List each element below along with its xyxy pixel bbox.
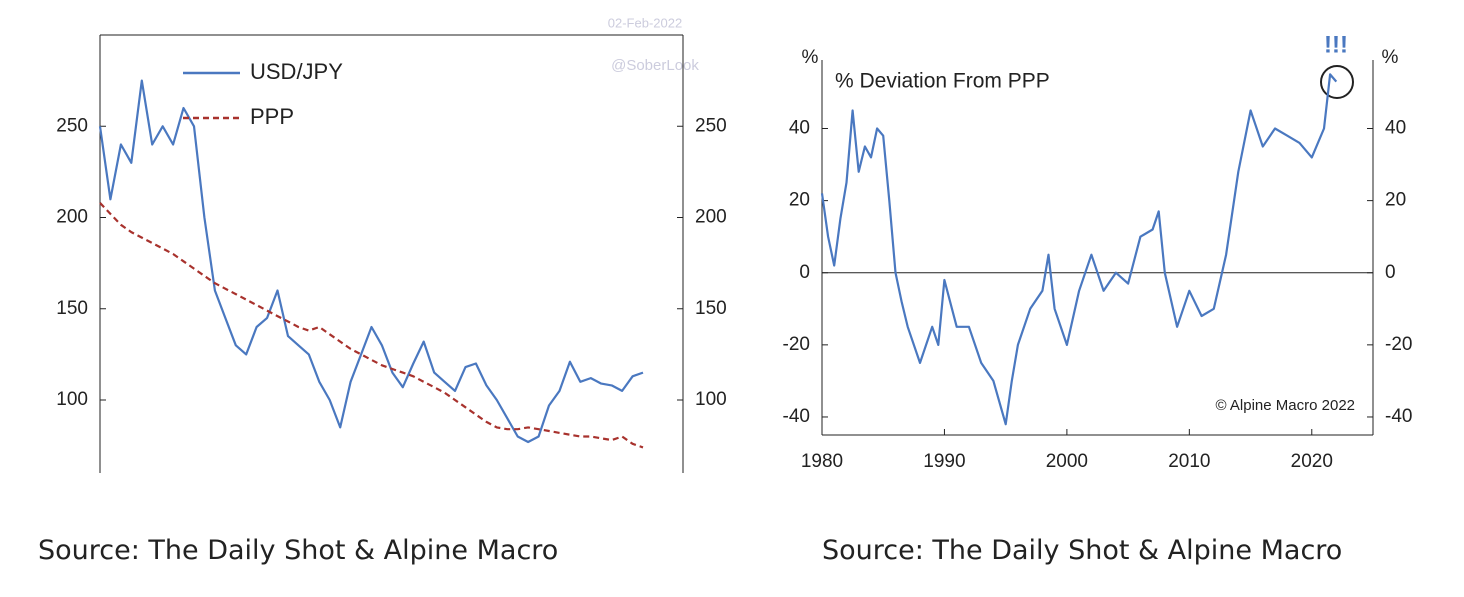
series-line — [99, 202, 644, 449]
highlight-circle — [1320, 65, 1354, 99]
annotation: !!! — [1324, 31, 1348, 58]
y2-tick-label: 150 — [695, 298, 727, 319]
y-tick-label: 100 — [56, 389, 88, 410]
watermark-date: 02-Feb-2022 — [608, 15, 682, 30]
y-tick-label: -40 — [783, 406, 810, 427]
y-tick-label: 150 — [56, 298, 88, 319]
legend-label: PPP — [250, 104, 294, 129]
x-tick-label: 2020 — [1291, 451, 1333, 472]
y2-tick-label: 200 — [695, 207, 727, 228]
chart-title: % Deviation From PPP — [835, 70, 1050, 93]
y2-tick-label: 0 — [1385, 262, 1396, 283]
y-tick-label: 20 — [789, 190, 810, 211]
charts: 100 100 150 150 200 200 250 250 -40 -40 -20 -20 0 0 20… — [56, 15, 1412, 473]
x-tick-label: 2010 — [1168, 451, 1210, 472]
y2-tick-label: -40 — [1385, 406, 1412, 427]
copyright: © Alpine Macro 2022 — [1216, 397, 1355, 414]
y-axis-label: % — [802, 47, 819, 68]
y2-tick-label: -20 — [1385, 334, 1412, 355]
y2-tick-label: 250 — [695, 115, 727, 136]
caption: Source: The Daily Shot & Alpine Macro — [822, 535, 1343, 566]
y2-tick-label: 40 — [1385, 118, 1406, 139]
y2-axis-label: % — [1382, 47, 1399, 68]
y-tick-label: 40 — [789, 118, 810, 139]
watermark: @SoberLook — [611, 57, 699, 74]
caption: Source: The Daily Shot & Alpine Macro — [38, 535, 559, 566]
x-tick-label: 1980 — [801, 451, 843, 472]
series-line — [820, 73, 1338, 426]
y-tick-label: 250 — [56, 115, 88, 136]
x-tick-label: 2000 — [1046, 451, 1088, 472]
legend-label: USD/JPY — [250, 59, 343, 84]
x-tick-label: 1990 — [923, 451, 965, 472]
y-tick-label: 0 — [799, 262, 810, 283]
y2-tick-label: 20 — [1385, 190, 1406, 211]
series-line — [98, 79, 644, 444]
y-tick-label: 200 — [56, 207, 88, 228]
y-tick-label: -20 — [783, 334, 810, 355]
y2-tick-label: 100 — [695, 389, 727, 410]
